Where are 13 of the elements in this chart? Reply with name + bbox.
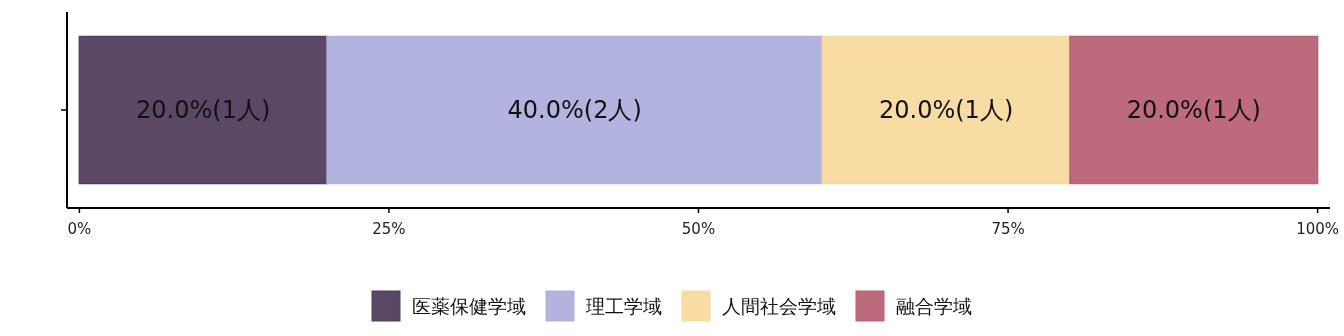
legend-label: 人間社会学域 [722,295,836,317]
legend-label: 医薬保健学域 [412,295,526,317]
legend-label: 理工学域 [586,295,662,317]
data-label: 20.0%(1人) [136,96,271,124]
legend-label: 融合学域 [896,295,972,317]
x-tick-label: 100% [1296,220,1340,238]
data-label: 40.0%(2人) [507,96,642,124]
x-tick-label: 50% [681,220,716,238]
x-tick-label: 75% [991,220,1025,238]
x-tick-label: 25% [372,220,406,238]
data-label: 20.0%(1人) [879,96,1014,124]
data-label: 20.0%(1人) [1126,96,1261,124]
x-tick-label: 0% [67,220,92,238]
